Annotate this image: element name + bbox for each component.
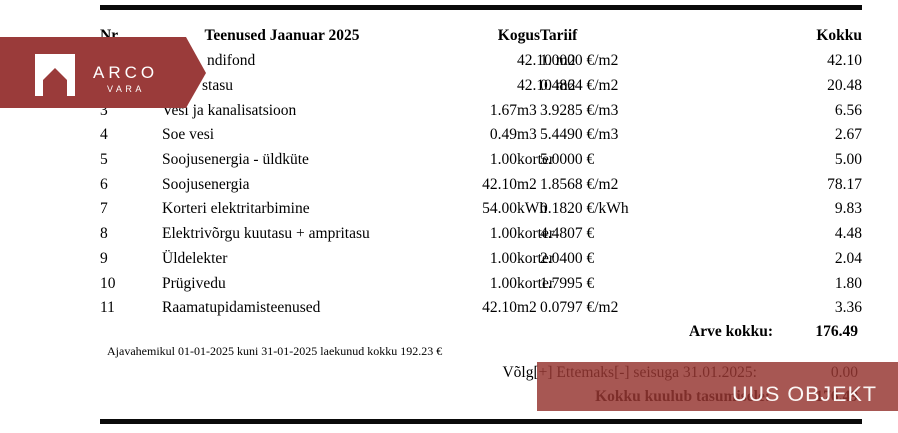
- col-header-total: Kokku: [816, 27, 862, 44]
- cell-qty: 42.10 m2: [517, 77, 576, 95]
- cell-total: 1.80: [834, 274, 862, 292]
- uus-objekt-label: UUS OBJEKT: [732, 381, 877, 406]
- invoice-total-label: Arve kokku:: [689, 322, 773, 340]
- cell-service: Üldelekter: [162, 249, 228, 267]
- cell-tariff: 4.4807 €: [540, 225, 595, 243]
- cell-qty: 1.00 korter: [489, 249, 555, 267]
- cell-tariff: 1.0000 €/m2: [540, 52, 619, 70]
- cell-qty: 42.10 m2: [482, 299, 537, 317]
- cell-tariff: 0.0797 €/m2: [540, 299, 619, 317]
- cell-total: 6.56: [834, 101, 862, 119]
- invoice-total-value: 176.49: [815, 322, 858, 340]
- cell-tariff: 1.8568 €/m2: [540, 175, 619, 193]
- cell-qty: 1.67 m3: [489, 101, 537, 119]
- cell-nr: 7: [100, 200, 108, 218]
- cell-tariff: 2.0400 €: [540, 249, 595, 267]
- top-divider: [100, 5, 862, 10]
- cell-nr: 9: [100, 249, 108, 267]
- invoice-total-row: Arve kokku: 176.49: [100, 321, 862, 343]
- cell-service: Soojusenergia: [162, 175, 250, 193]
- cell-service: ndifond: [207, 52, 256, 70]
- table-row: 7 Korteri elektritarbimine 54.00 kWh 0.1…: [100, 197, 862, 222]
- cell-service: stasu: [202, 77, 233, 95]
- cell-service: Elektrivõrgu kuutasu + ampritasu: [162, 225, 370, 243]
- cell-total: 2.67: [834, 126, 862, 144]
- cell-tariff: 0.4864 €/m2: [540, 77, 619, 95]
- cell-total: 3.36: [834, 299, 862, 317]
- cell-qty: 1.00 korter: [489, 274, 555, 292]
- cell-total: 9.83: [834, 200, 862, 218]
- cell-service: Soojusenergia - üldküte: [162, 151, 309, 169]
- cell-nr: 11: [100, 299, 115, 317]
- cell-total: 2.04: [834, 249, 862, 267]
- cell-qty: 1.00 korter: [489, 225, 555, 243]
- cell-total: 4.48: [834, 225, 862, 243]
- arco-vara-logo: ARCO VARA: [0, 37, 206, 108]
- cell-nr: 10: [100, 274, 116, 292]
- cell-service: Prügivedu: [162, 274, 226, 292]
- table-row: ndifond 42.10 m2 1.0000 €/m2 42.10: [100, 49, 862, 74]
- cell-qty: 54.00 kWh: [482, 200, 548, 218]
- period-note: Ajavahemikul 01-01-2025 kuni 31-01-2025 …: [107, 344, 443, 358]
- cell-service: Vesi ja kanalisatsioon: [162, 101, 297, 119]
- cell-total: 20.48: [827, 77, 862, 95]
- cell-tariff: 3.9285 €/m3: [540, 101, 619, 119]
- table-row: 5 Soojusenergia - üldküte 1.00 korter 5.…: [100, 148, 862, 173]
- table-row: stasu 42.10 m2 0.4864 €/m2 20.48: [100, 74, 862, 99]
- cell-tariff: 5.0000 €: [540, 151, 595, 169]
- bottom-divider: [100, 419, 862, 424]
- cell-qty: 42.10 m2: [517, 52, 576, 70]
- cell-nr: 3: [100, 101, 108, 119]
- table-row: 8 Elektrivõrgu kuutasu + ampritasu 1.00 …: [100, 222, 862, 247]
- cell-service: Raamatupidamisteenused: [162, 299, 321, 317]
- col-header-qty: Kogus: [497, 27, 540, 44]
- cell-total: 5.00: [834, 151, 862, 169]
- cell-tariff: 5.4490 €/m3: [540, 126, 619, 144]
- house-icon: [35, 54, 75, 96]
- table-row: 3 Vesi ja kanalisatsioon 1.67 m3 3.9285 …: [100, 98, 862, 123]
- cell-tariff: 0.1820 €/kWh: [540, 200, 629, 218]
- cell-nr: 8: [100, 225, 108, 243]
- logo-brand-text: ARCO: [93, 63, 159, 82]
- table-row: 10 Prügivedu 1.00 korter 1.7995 € 1.80: [100, 271, 862, 296]
- table-row: 9 Üldelekter 1.00 korter 2.0400 € 2.04: [100, 247, 862, 272]
- table-row: 4 Soe vesi 0.49 m3 5.4490 €/m3 2.67: [100, 123, 862, 148]
- table-header-row: Nr Teenused Jaanuar 2025 Kogus Tariif Ko…: [100, 23, 862, 49]
- col-header-tariff: Tariif: [540, 27, 578, 44]
- invoice-table: Nr Teenused Jaanuar 2025 Kogus Tariif Ko…: [100, 23, 862, 343]
- table-row: 6 Soojusenergia 42.10 m2 1.8568 €/m2 78.…: [100, 172, 862, 197]
- logo-sub-text: VARA: [107, 84, 145, 94]
- col-header-service: Teenused Jaanuar 2025: [204, 27, 360, 44]
- cell-total: 78.17: [827, 175, 862, 193]
- cell-nr: 4: [100, 126, 108, 144]
- uus-objekt-banner: UUS OBJEKT: [537, 362, 898, 411]
- cell-nr: 5: [100, 151, 108, 169]
- cell-service: Korteri elektritarbimine: [162, 200, 310, 218]
- cell-total: 42.10: [827, 52, 862, 70]
- cell-nr: 6: [100, 175, 108, 193]
- cell-qty: 42.10 m2: [482, 175, 537, 193]
- cell-qty: 0.49 m3: [489, 126, 537, 144]
- cell-tariff: 1.7995 €: [540, 274, 595, 292]
- cell-qty: 1.00 korter: [489, 151, 555, 169]
- cell-service: Soe vesi: [162, 126, 215, 144]
- table-row: 11 Raamatupidamisteenused 42.10 m2 0.079…: [100, 296, 862, 321]
